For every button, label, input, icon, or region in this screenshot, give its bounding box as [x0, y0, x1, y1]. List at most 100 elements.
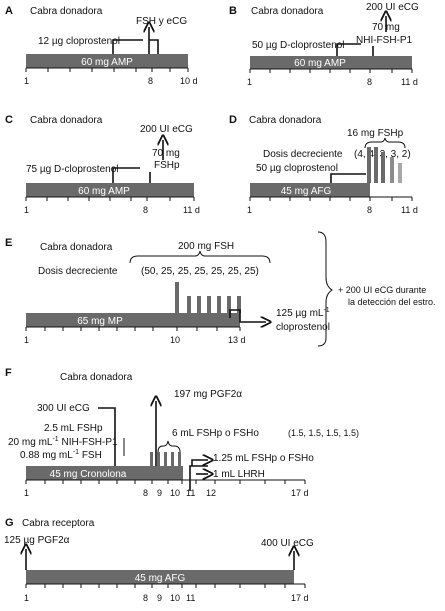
tick-label: 8 [367, 77, 372, 87]
cloprostenol-arrow [229, 309, 266, 322]
side-note: + 200 UI eCG durante [338, 285, 426, 295]
tick-label: 9 [157, 593, 162, 603]
fsh-ecg-label: FSH y eCG [136, 16, 187, 27]
panel-d: D Cabra donadora 16 mg FSHp Dosis decrec… [229, 114, 418, 215]
treatment-bar [26, 54, 188, 68]
fsho-dose-mark [150, 452, 153, 466]
fsh-dose-mark [175, 282, 179, 313]
fsh-label-1: 2.5 mL FSHp [44, 423, 103, 434]
treatment-label: 65 mg MP [77, 316, 123, 327]
tick-label: 1 [247, 205, 252, 215]
treatment-label: 45 mg AFG [281, 186, 332, 197]
tick-label: 10 d [180, 76, 198, 86]
panel-b: B Cabra donadora 200 UI eCG 70 mg NHI-FS… [229, 2, 419, 87]
tick-label: 8 [143, 488, 148, 498]
tick-label: 9 [157, 488, 162, 498]
tick-label: 10 [170, 335, 180, 345]
regimen-label: Dosis decreciente [263, 149, 343, 160]
fsho-dose-mark [157, 452, 160, 466]
animal-label: Cabra donadora [251, 6, 324, 17]
regimen-doses: (50, 25, 25, 25, 25, 25, 25) [141, 266, 259, 277]
dose-brace [129, 250, 271, 264]
treatment-bar [250, 56, 412, 69]
side-note: la detección del estro. [348, 297, 436, 307]
tick-label: 10 [170, 488, 180, 498]
treatment-bar [26, 183, 194, 197]
ecg-label: 400 UI eCG [261, 538, 314, 549]
treatment-label: 60 mg AMP [78, 186, 130, 197]
ecg-line [98, 407, 116, 466]
treatment-label: 45 mg Cronolona [50, 469, 127, 480]
treatment-label: 60 mg AMP [294, 58, 346, 69]
fsh-label-3: 0.88 mg mL-1 FSH [20, 449, 102, 461]
cloprostenol-label: 75 µg D-cloprostenol [26, 164, 118, 175]
treatment-label: 60 mg AMP [81, 57, 133, 68]
panel-g: G Cabra receptora 125 µg PGF2α 400 UI eC… [4, 517, 314, 603]
tick-label: 11 [186, 488, 195, 498]
cloprostenol-label: 50 µg D-cloprostenol [252, 40, 344, 51]
fsh-type-label: NHI-FSH-P1 [356, 35, 413, 46]
tick-label: 11 d [401, 77, 418, 87]
treatment-bar [250, 183, 370, 197]
fsho-label: 6 mL FSHp o FSHo [172, 428, 259, 439]
panel-letter: F [5, 367, 12, 379]
panel-e: E Cabra donadora 200 mg FSH Dosis decrec… [5, 231, 436, 347]
animal-label: Cabra receptora [22, 518, 95, 529]
fsh-dose-mark [390, 157, 394, 183]
regimen-label: Dosis decreciente [38, 266, 118, 277]
animal-label: Cabra donadora [40, 242, 113, 253]
panel-letter: G [5, 517, 14, 529]
fsho-late-label: 1.25 mL FSHp o FSHo [213, 453, 314, 464]
cloprostenol-label: 12 µg cloprostenol [38, 36, 120, 47]
panel-letter: E [5, 237, 12, 249]
panel-letter: A [5, 5, 13, 17]
fsh-total-label: 200 mg FSH [178, 241, 234, 252]
fsh-total-label: 16 mg FSHp [347, 128, 404, 139]
tick-label: 10 [170, 593, 180, 603]
panel-letter: B [229, 5, 237, 17]
fsh-type-label: FSHp [154, 160, 180, 171]
tick-label: 1 [24, 335, 29, 345]
tick-label: 8 [367, 205, 372, 215]
tick-label: 8 [143, 593, 148, 603]
cloprostenol-arrow [112, 39, 143, 54]
animal-label: Cabra donadora [60, 372, 133, 383]
fsh-dose-mark [217, 296, 221, 313]
panel-c: C Cabra donadora 200 UI eCG 70 mg FSHp 7… [5, 114, 200, 215]
lhrh-arrow [189, 465, 208, 491]
fsh-dose-mark [207, 296, 211, 313]
animal-label: Cabra donadora [30, 115, 103, 126]
panel-letter: C [5, 114, 13, 126]
ecg-label: 200 UI eCG [140, 124, 193, 135]
treatment-bar [26, 466, 183, 480]
animal-label: Cabra donadora [249, 115, 322, 126]
tick-label: 1 [247, 77, 252, 87]
cloprostenol-dose: 125 µg mL-1 [276, 307, 330, 319]
fsh-dose-mark [237, 296, 241, 313]
fsh-dose-mark [367, 147, 371, 183]
tick-label: 8 [148, 76, 153, 86]
cloprostenol-arrow [336, 43, 361, 56]
tick-label: 1 [24, 76, 29, 86]
fsho-doses: (1.5, 1.5, 1.5, 1.5) [288, 428, 359, 438]
fsho-late-arrow [191, 460, 208, 466]
ecg-label: 200 UI eCG [366, 2, 419, 13]
panel-f: F Cabra donadora 197 mg PGF2α 300 UI eCG… [5, 367, 359, 498]
fsh-dose-mark [381, 152, 385, 183]
side-brace [317, 231, 333, 347]
fsh-dose-mark [227, 296, 231, 313]
tick-label: 17 d [291, 488, 309, 498]
fsh-label-2: 20 mg mL-1 NIH-FSH-P1 [8, 436, 118, 448]
tick-label: 11 d [401, 205, 418, 215]
lhrh-label: 1 mL LHRH [213, 469, 265, 480]
fsh-dose-label: 70 mg [152, 148, 180, 159]
fsh-dose-mark [398, 163, 402, 183]
panel-letter: D [229, 114, 237, 126]
fsh-dose-mark [374, 147, 378, 183]
treatment-bar [26, 313, 240, 327]
tick-label: 11 [186, 593, 195, 603]
fsho-dose-mark [171, 452, 174, 466]
tick-label: 1 [24, 593, 29, 603]
tick-label: 12 [206, 488, 216, 498]
